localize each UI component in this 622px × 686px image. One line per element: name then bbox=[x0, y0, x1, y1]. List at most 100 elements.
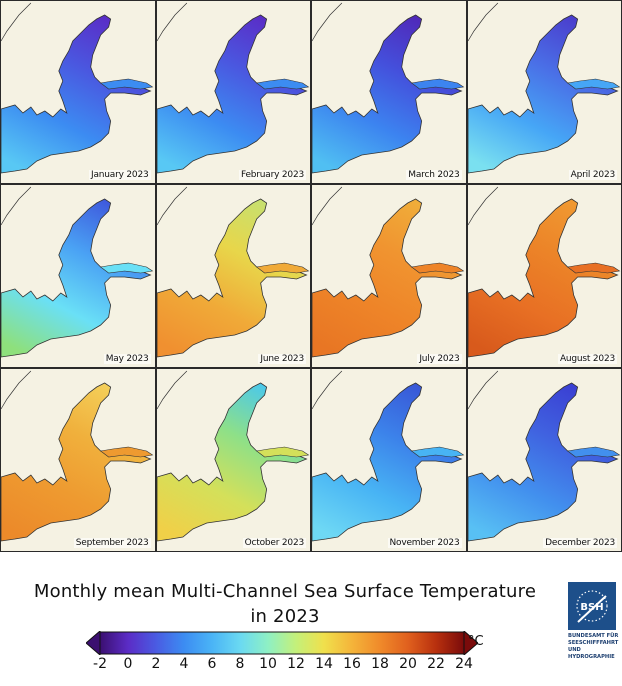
colorbar-ticks: -2 0 2 4 6 8 10 12 14 16 18 20 22 24 bbox=[0, 656, 622, 678]
month-label: December 2023 bbox=[543, 538, 617, 548]
month-label: March 2023 bbox=[406, 170, 462, 180]
baltic-sea-map bbox=[156, 370, 309, 542]
colorbar-tick-label: 4 bbox=[179, 656, 189, 672]
sea-surface-temperature-field bbox=[467, 198, 619, 358]
colorbar-tick-label: 24 bbox=[455, 656, 473, 672]
colorbar-max-arrow bbox=[463, 629, 479, 657]
map-panel: April 2023 bbox=[467, 1, 621, 183]
colorbar-tick-label: 2 bbox=[151, 656, 161, 672]
map-panel: December 2023 bbox=[467, 369, 621, 551]
colorbar-tick-label: 8 bbox=[235, 656, 245, 672]
coastline bbox=[156, 370, 187, 410]
colorbar-graphic bbox=[85, 629, 479, 657]
figure-subtitle: in 2023 bbox=[250, 606, 320, 627]
gulf-of-finland bbox=[566, 262, 620, 274]
logo-text-line: SEESCHIFFFAHRT bbox=[568, 640, 619, 646]
coastline bbox=[156, 2, 187, 42]
gulf-of-finland bbox=[255, 262, 309, 274]
colorbar-tick-label: 0 bbox=[123, 656, 133, 672]
baltic-sea-map bbox=[156, 186, 309, 358]
figure-title: Monthly mean Multi-Channel Sea Surface T… bbox=[33, 581, 537, 602]
colorbar-unit: °C bbox=[468, 634, 484, 649]
map-panel: August 2023 bbox=[467, 185, 621, 367]
gulf-of-finland bbox=[255, 78, 309, 90]
bsh-logo: BSH bbox=[568, 582, 616, 630]
baltic-sea-map bbox=[467, 186, 620, 358]
coastline bbox=[312, 186, 343, 226]
bsh-logo-text: BUNDESAMT FÜR SEESCHIFFFAHRT UND HYDROGR… bbox=[568, 633, 620, 661]
month-label: April 2023 bbox=[568, 170, 617, 180]
colorbar-tick-label: 22 bbox=[427, 656, 445, 672]
baltic-sea-map bbox=[312, 370, 465, 542]
colorbar-tick-label: 14 bbox=[315, 656, 333, 672]
map-panel: January 2023 bbox=[1, 1, 155, 183]
map-panel: May 2023 bbox=[1, 185, 155, 367]
coastline bbox=[1, 2, 32, 42]
coastline bbox=[467, 2, 498, 42]
sea-surface-temperature-field bbox=[312, 382, 463, 542]
gulf-of-finland bbox=[99, 446, 154, 458]
month-label: November 2023 bbox=[387, 538, 462, 548]
sea-surface-temperature-field bbox=[312, 198, 463, 358]
baltic-sea-map bbox=[467, 2, 620, 174]
colorbar-tick-label: -2 bbox=[93, 656, 107, 672]
coastline bbox=[156, 186, 187, 226]
gulf-of-finland bbox=[410, 446, 465, 458]
gulf-of-finland bbox=[410, 78, 465, 90]
sea-surface-temperature-field bbox=[156, 382, 308, 542]
map-panel: October 2023 bbox=[156, 369, 310, 551]
baltic-sea-map bbox=[1, 370, 154, 542]
sea-surface-temperature-field bbox=[467, 14, 619, 174]
colorbar-gradient bbox=[99, 631, 465, 655]
coastline bbox=[467, 370, 498, 410]
logo-text-line: HYDROGRAPHIE bbox=[568, 654, 615, 660]
month-label: February 2023 bbox=[238, 170, 306, 180]
coastline bbox=[467, 186, 498, 226]
logo-abbr: BSH bbox=[580, 602, 603, 613]
gulf-of-finland bbox=[99, 262, 154, 274]
sea-surface-temperature-field bbox=[312, 14, 463, 174]
baltic-sea-map bbox=[312, 2, 465, 174]
month-label: September 2023 bbox=[73, 538, 151, 548]
baltic-sea-map bbox=[312, 186, 465, 358]
gulf-of-finland bbox=[566, 446, 620, 458]
logo-text-line: UND bbox=[568, 647, 581, 653]
baltic-sea-map bbox=[467, 370, 620, 542]
map-panel: September 2023 bbox=[1, 369, 155, 551]
colorbar-tick-label: 6 bbox=[207, 656, 217, 672]
coastline bbox=[312, 2, 343, 42]
gulf-of-finland bbox=[99, 78, 154, 90]
sea-surface-temperature-field bbox=[156, 198, 308, 358]
colorbar-tick-label: 16 bbox=[343, 656, 361, 672]
month-label: October 2023 bbox=[242, 538, 306, 548]
month-label: January 2023 bbox=[89, 170, 151, 180]
baltic-sea-map bbox=[156, 2, 309, 174]
baltic-sea-map bbox=[1, 186, 154, 358]
gulf-of-finland bbox=[410, 262, 465, 274]
map-panel: November 2023 bbox=[312, 369, 466, 551]
logo-text-line: BUNDESAMT FÜR bbox=[568, 633, 619, 639]
colorbar-tick-label: 18 bbox=[371, 656, 389, 672]
coastline bbox=[1, 370, 32, 410]
gulf-of-finland bbox=[566, 78, 620, 90]
sea-surface-temperature-field bbox=[467, 382, 619, 542]
baltic-sea-map bbox=[1, 2, 154, 174]
sea-surface-temperature-field bbox=[1, 198, 152, 358]
month-label: August 2023 bbox=[557, 354, 617, 364]
map-panel: June 2023 bbox=[156, 185, 310, 367]
sea-surface-temperature-field bbox=[1, 14, 152, 174]
colorbar-min-arrow bbox=[85, 629, 101, 657]
gulf-of-finland bbox=[255, 446, 309, 458]
month-label: June 2023 bbox=[258, 354, 306, 364]
bsh-logo-emblem: BSH bbox=[568, 582, 616, 630]
colorbar bbox=[85, 629, 479, 657]
colorbar-tick-label: 20 bbox=[399, 656, 417, 672]
coastline bbox=[312, 370, 343, 410]
colorbar-tick-label: 12 bbox=[287, 656, 305, 672]
month-label: July 2023 bbox=[417, 354, 462, 364]
map-panel: March 2023 bbox=[312, 1, 466, 183]
map-panel: July 2023 bbox=[312, 185, 466, 367]
month-label: May 2023 bbox=[103, 354, 151, 364]
sea-surface-temperature-field bbox=[1, 382, 152, 542]
sea-surface-temperature-field bbox=[156, 14, 308, 174]
